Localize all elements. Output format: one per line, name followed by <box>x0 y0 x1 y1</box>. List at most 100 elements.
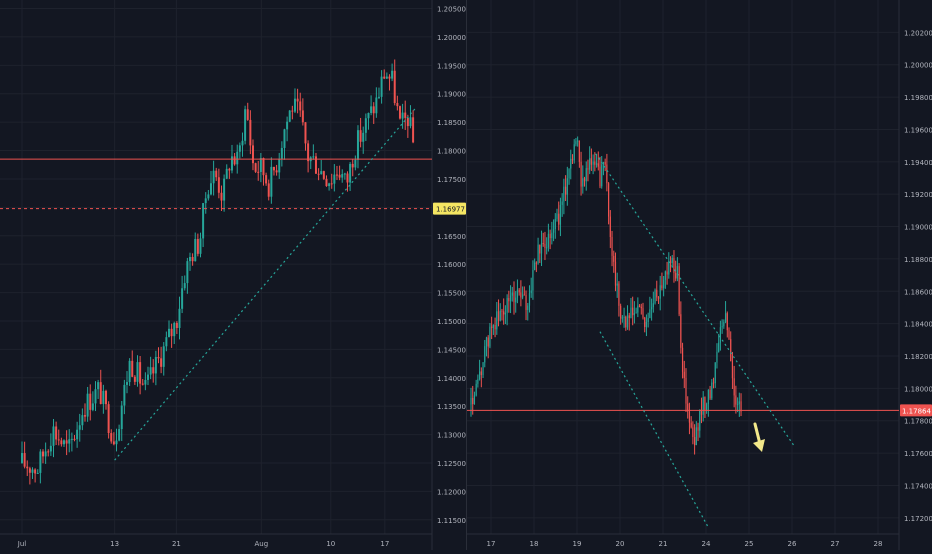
left-candle-body-43 <box>133 376 136 382</box>
right-candle-body-60 <box>573 144 575 161</box>
right-candle-body-17 <box>499 310 501 321</box>
right-candle-body-126 <box>687 403 689 412</box>
left-candle-body-36 <box>115 440 118 445</box>
right-candle-body-55 <box>565 186 567 195</box>
right-candle-body-145 <box>719 327 721 343</box>
left-candle-body-92 <box>262 158 265 176</box>
right-y-tick-0: 1.20200 <box>904 29 932 37</box>
right-candle-body-49 <box>554 218 556 230</box>
left-candle-body-72 <box>209 183 212 195</box>
left-candle-body-88 <box>251 145 254 164</box>
left-candles <box>21 59 415 485</box>
right-candle-body-78 <box>604 162 606 165</box>
right-candle-body-16 <box>497 311 500 321</box>
left-candle-body-85 <box>244 109 247 141</box>
right-channel-lower <box>599 331 709 527</box>
right-candle-body-132 <box>697 427 699 431</box>
left-y-tick-3: 1.19000 <box>437 91 466 99</box>
left-candle-body-126 <box>351 163 354 168</box>
right-x-tick-5: 24 <box>702 540 711 548</box>
left-candle-body-20 <box>73 438 76 440</box>
right-candle-body-143 <box>716 351 718 363</box>
left-candle-body-140 <box>388 76 391 79</box>
right-candle-body-62 <box>577 140 579 142</box>
right-candle-body-82 <box>611 237 613 256</box>
right-candle-body-105 <box>651 307 653 310</box>
right-channel-upper <box>595 153 794 446</box>
right-candle-body-8 <box>484 346 486 363</box>
left-candle-body-59 <box>175 322 178 328</box>
pane-divider[interactable] <box>466 0 467 550</box>
left-candle-body-149 <box>412 117 415 143</box>
right-candle-body-6 <box>480 371 482 376</box>
left-candle-body-77 <box>223 178 226 201</box>
left-candle-body-73 <box>212 170 215 184</box>
left-candlestick-chart[interactable]: 1.20500 1.20000 1.19500 1.19000 1.18500 1.180… <box>0 0 606 550</box>
right-candle-body-147 <box>723 322 725 327</box>
left-candle-body-107 <box>301 110 304 123</box>
left-candle-body-94 <box>267 183 270 197</box>
left-candle-body-75 <box>217 177 220 193</box>
right-candle-body-138 <box>707 389 709 405</box>
right-chart-pane[interactable]: 1.20200 1.20000 1.19800 1.19600 1.19400 1.192… <box>467 0 932 550</box>
right-candle-body-125 <box>685 377 687 404</box>
left-candle-body-81 <box>233 156 236 165</box>
right-candle-body-110 <box>659 285 661 299</box>
right-candle-body-157 <box>740 401 742 412</box>
right-candle-body-73 <box>595 163 598 165</box>
right-candle-body-150 <box>728 330 730 340</box>
right-x-tick-2: 19 <box>573 540 582 548</box>
right-candle-body-61 <box>575 141 577 145</box>
left-candle-body-65 <box>191 256 194 262</box>
right-candle-body-92 <box>628 315 630 318</box>
left-candle-body-119 <box>333 174 336 184</box>
left-candle-body-125 <box>349 163 352 183</box>
right-candle-body-66 <box>583 178 586 182</box>
right-candle-body-31 <box>523 294 525 296</box>
left-candle-body-131 <box>364 118 367 133</box>
right-candle-body-90 <box>625 316 627 328</box>
left-candle-body-124 <box>346 173 349 183</box>
left-x-tick-0: Jul <box>17 540 27 548</box>
right-candle-body-120 <box>676 266 678 279</box>
right-candle-body-25 <box>513 292 515 303</box>
right-candle-body-134 <box>700 409 703 415</box>
right-grid <box>467 0 899 534</box>
left-candle-body-115 <box>322 171 325 179</box>
right-candle-body-151 <box>730 339 732 362</box>
right-candle-body-47 <box>551 232 553 239</box>
left-candle-body-117 <box>328 183 331 187</box>
right-candle-body-10 <box>487 337 489 347</box>
left-candle-body-138 <box>383 76 386 79</box>
right-x-tick-8: 27 <box>831 540 840 548</box>
right-x-tick-9: 28 <box>874 540 883 548</box>
left-candle-body-71 <box>207 194 210 199</box>
right-candle-body-141 <box>712 382 715 384</box>
right-candle-body-20 <box>504 312 506 315</box>
left-candle-body-42 <box>131 360 134 377</box>
left-x-tick-5: 17 <box>380 540 389 548</box>
left-candle-body-46 <box>141 383 144 385</box>
left-candle-body-34 <box>110 433 113 442</box>
left-y-tick-2: 1.19500 <box>437 62 466 70</box>
left-candle-body-8 <box>41 451 44 457</box>
right-candle-body-107 <box>654 289 656 304</box>
left-candle-body-62 <box>183 283 186 289</box>
right-x-tick-7: 26 <box>788 540 797 548</box>
left-candle-body-147 <box>406 117 409 127</box>
left-y-tick-5: 1.18000 <box>437 148 466 156</box>
left-candle-body-104 <box>293 98 296 112</box>
right-candlestick-chart[interactable]: 1.20200 1.20000 1.19800 1.19600 1.19400 1.192… <box>467 0 932 550</box>
right-candle-body-24 <box>511 292 513 296</box>
left-chart-pane[interactable]: 1.20500 1.20000 1.19500 1.19000 1.18500 1.180… <box>0 0 606 550</box>
right-candle-body-121 <box>678 266 680 315</box>
left-candle-body-28 <box>94 389 97 404</box>
right-candle-body-38 <box>535 262 537 264</box>
right-candle-body-124 <box>683 371 685 378</box>
left-candle-body-142 <box>393 70 396 104</box>
right-candle-body-106 <box>652 303 654 308</box>
left-candle-body-0 <box>21 453 23 463</box>
right-candle-body-149 <box>726 313 728 331</box>
right-candle-body-83 <box>613 255 615 262</box>
left-candle-body-52 <box>157 356 160 359</box>
